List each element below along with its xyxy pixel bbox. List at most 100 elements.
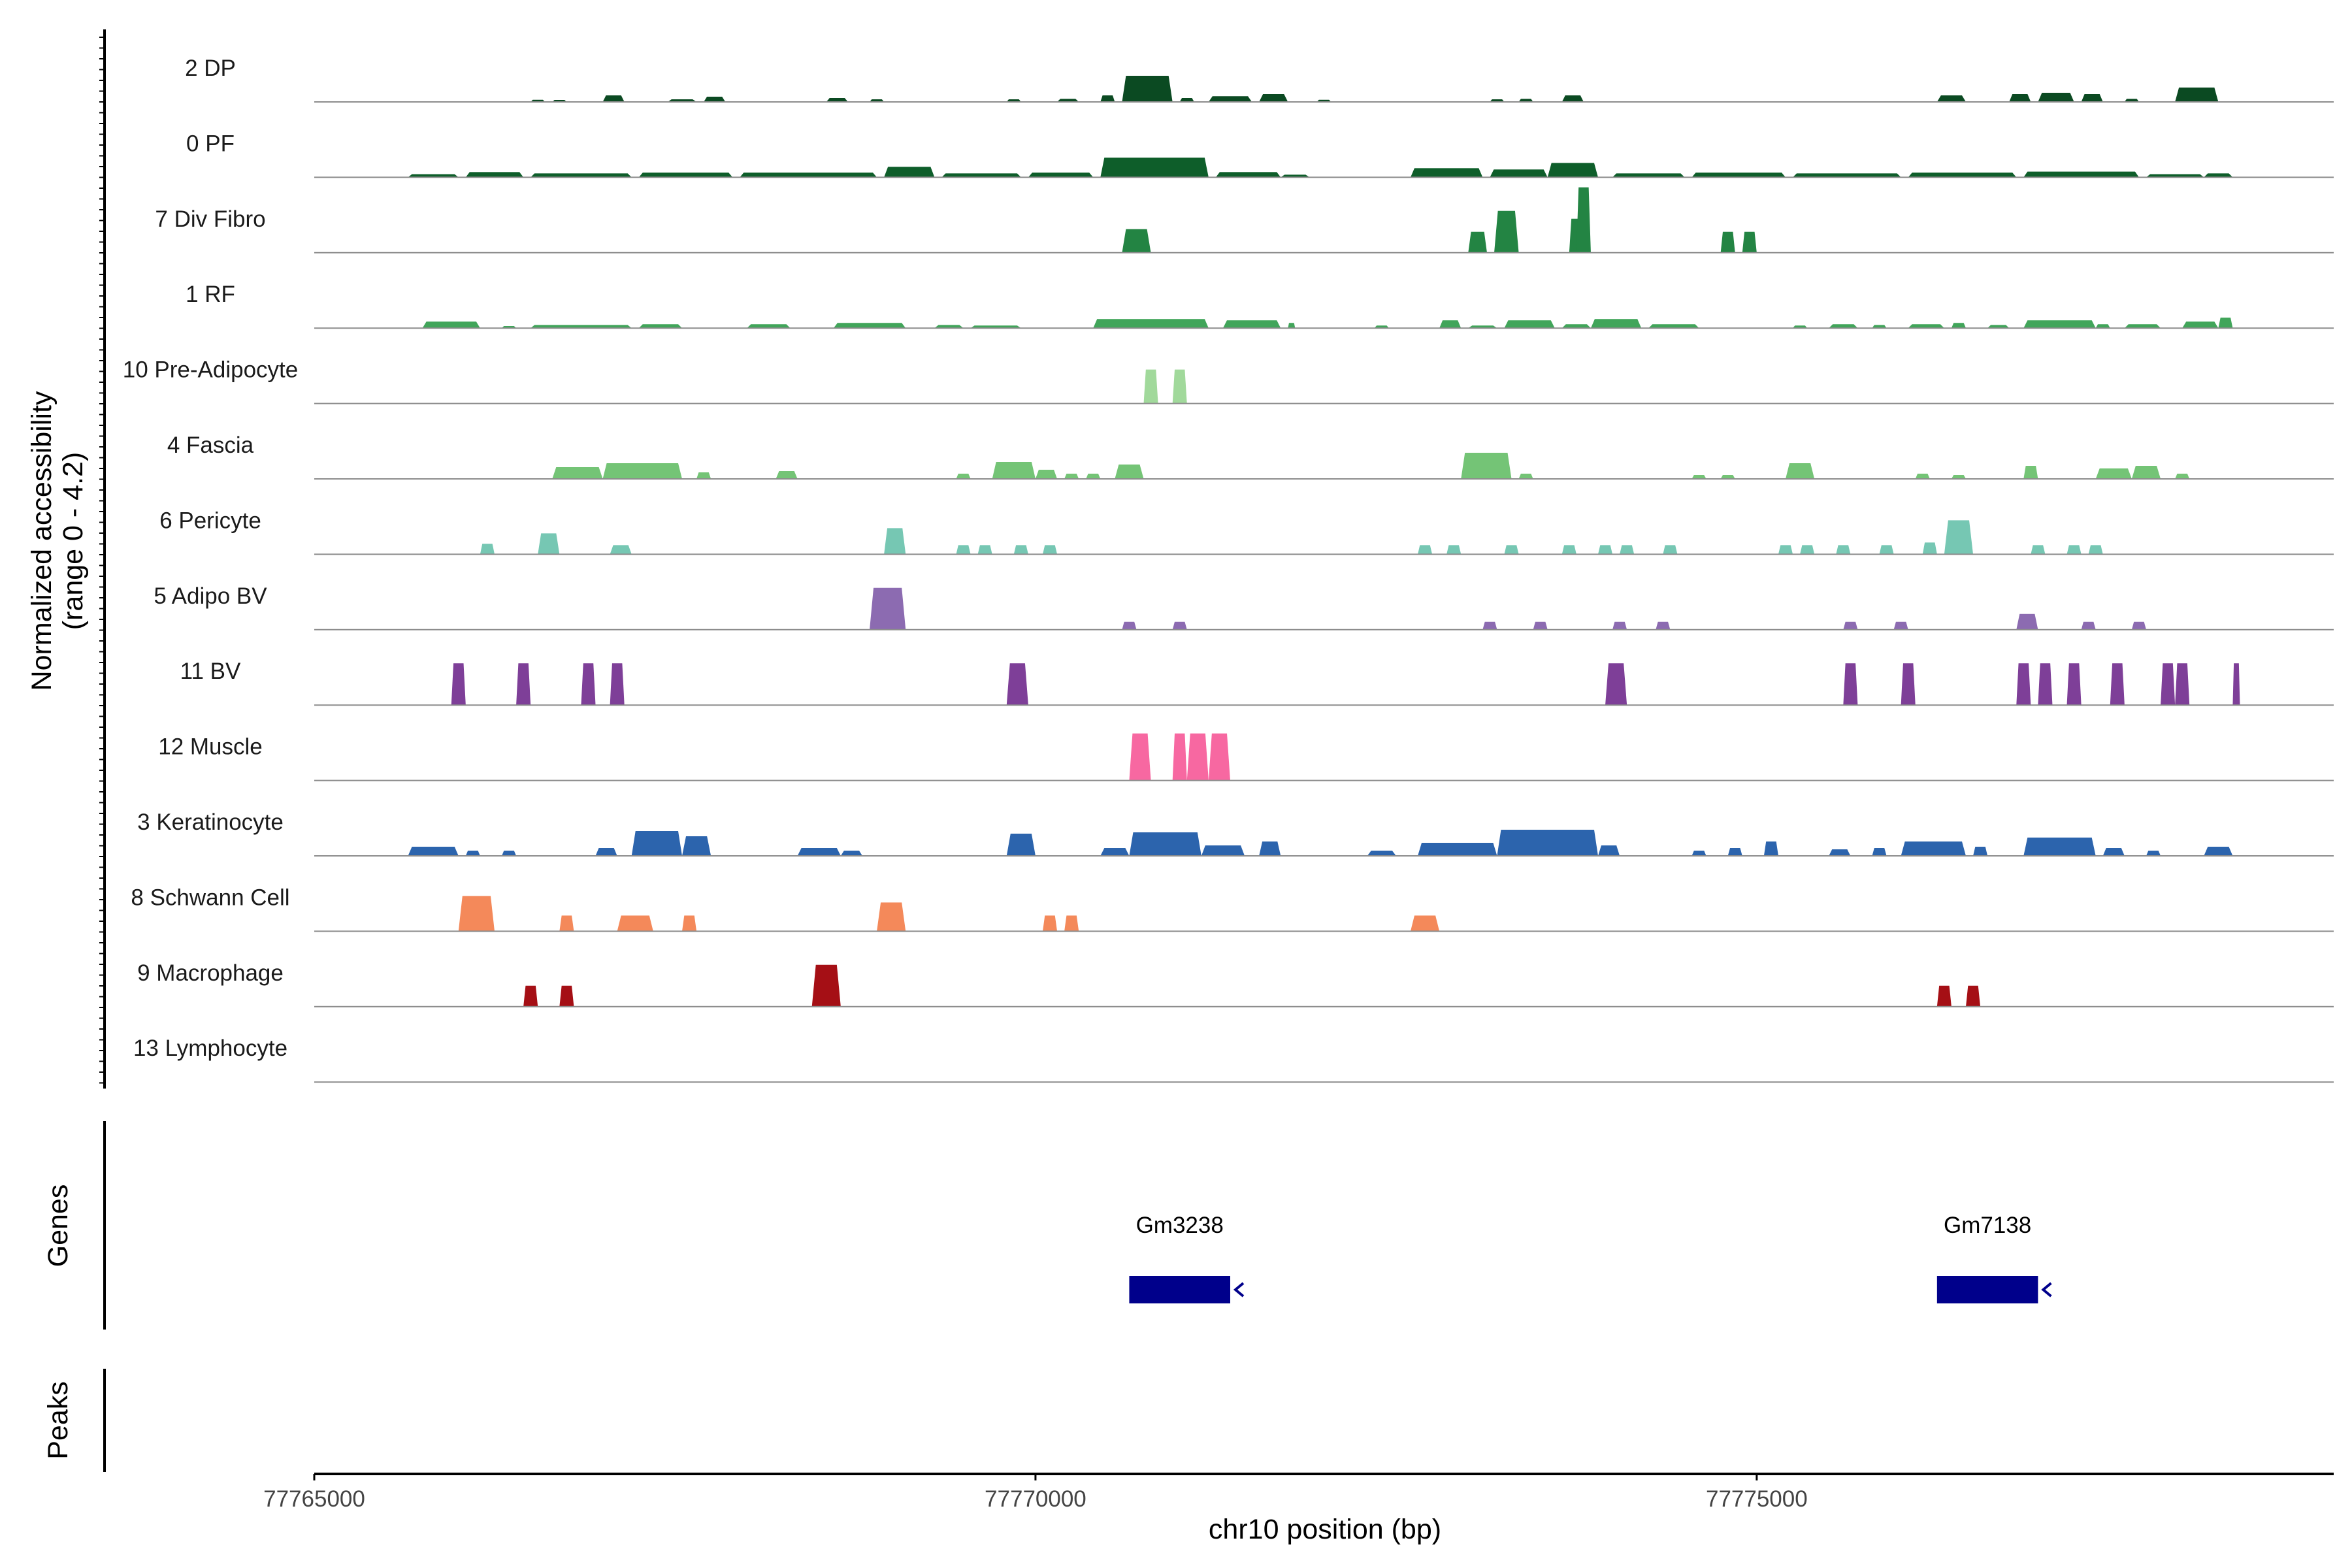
track-label-10-pre-adipocyte: 10 Pre-Adipocyte bbox=[123, 357, 298, 383]
y-axis-title-line1: Normalized accessibility bbox=[26, 391, 57, 691]
coverage-peak bbox=[956, 545, 971, 555]
coverage-peak bbox=[559, 985, 574, 1007]
coverage-peak bbox=[2175, 88, 2219, 102]
coverage-peak bbox=[1013, 545, 1028, 555]
coverage-peak bbox=[2088, 545, 2103, 555]
coverage-peak bbox=[638, 172, 733, 178]
coverage-peak bbox=[1418, 545, 1433, 555]
coverage-peak bbox=[1494, 210, 1519, 253]
coverage-peak bbox=[2023, 320, 2096, 329]
coverage-peak bbox=[1504, 320, 1555, 329]
coverage-peak bbox=[1446, 545, 1462, 555]
coverage-peak bbox=[422, 321, 480, 329]
track-10-pre-adipocyte: 10 Pre-Adipocyte bbox=[123, 357, 2334, 404]
coverage-peak bbox=[1893, 621, 1908, 630]
coverage-peak bbox=[1179, 98, 1194, 102]
coverage-peak bbox=[2066, 663, 2082, 706]
coverage-peak bbox=[2161, 663, 2176, 706]
track-label-12-muscle: 12 Muscle bbox=[158, 734, 263, 760]
track-0-pf: 0 PF bbox=[186, 131, 2334, 178]
coverage-peak bbox=[1800, 545, 1815, 555]
coverage-peak bbox=[1439, 320, 1462, 329]
coverage-peak bbox=[1908, 172, 2017, 178]
peaks-panel-label: Peaks bbox=[42, 1381, 74, 1460]
coverage-peak bbox=[1042, 545, 1058, 555]
coverage-peak bbox=[1482, 621, 1497, 630]
coverage-peak bbox=[451, 663, 466, 706]
x-tick-label: 77765000 bbox=[263, 1486, 365, 1512]
track-12-muscle: 12 Muscle bbox=[158, 733, 2334, 781]
track-4-fascia: 4 Fascia bbox=[167, 433, 2334, 480]
coverage-peak bbox=[1597, 545, 1613, 555]
coverage-peak bbox=[1490, 169, 1548, 178]
coverage-peak bbox=[1547, 163, 1598, 178]
coverage-peak bbox=[531, 325, 632, 329]
coverage-peak bbox=[1057, 99, 1079, 102]
track-label-2-dp: 2 DP bbox=[185, 56, 236, 81]
coverage-peak bbox=[1829, 324, 1858, 329]
coverage-peak bbox=[581, 663, 596, 706]
coverage-peak bbox=[1691, 851, 1707, 856]
coverage-peak bbox=[1720, 475, 1735, 479]
coverage-peak bbox=[2038, 93, 2074, 102]
track-8-schwann-cell: 8 Schwann Cell bbox=[131, 885, 2334, 932]
coverage-peak bbox=[2175, 663, 2190, 706]
coverage-peak bbox=[1122, 76, 1173, 102]
coverage-peak bbox=[2023, 466, 2038, 479]
coverage-peak bbox=[408, 847, 459, 856]
coverage-peak bbox=[934, 325, 964, 329]
coverage-peak bbox=[1533, 621, 1548, 630]
coverage-peak bbox=[523, 985, 538, 1007]
coverage-peak bbox=[1727, 848, 1742, 856]
coverage-peak bbox=[1951, 475, 1966, 479]
coverage-peak bbox=[870, 587, 906, 630]
coverage-peak bbox=[826, 98, 848, 102]
coverage-peak bbox=[1518, 99, 1533, 102]
coverage-peak bbox=[602, 463, 683, 479]
coverage-peak bbox=[2095, 468, 2132, 479]
coverage-peak bbox=[1035, 470, 1058, 479]
coverage-peak bbox=[610, 663, 625, 706]
coverage-peak bbox=[502, 851, 517, 856]
track-5-adipo-bv: 5 Adipo BV bbox=[154, 583, 2334, 630]
y-axis-title-line2: (range 0 - 4.2) bbox=[57, 452, 89, 630]
coverage-peak bbox=[1561, 324, 1591, 329]
coverage-peak bbox=[1951, 323, 1966, 329]
coverage-peak bbox=[682, 836, 711, 856]
coverage-peak bbox=[1028, 172, 1094, 178]
coverage-peak bbox=[638, 324, 683, 329]
x-tick-label: 77775000 bbox=[1706, 1486, 1808, 1512]
gene-gm7138: Gm7138 bbox=[1936, 1213, 2052, 1303]
coverage-peak bbox=[1208, 733, 1230, 781]
coverage-peak bbox=[696, 472, 711, 479]
coverage-peak bbox=[1042, 915, 1058, 932]
coverage-peak bbox=[531, 173, 632, 178]
coverage-peak bbox=[740, 172, 877, 178]
coverage-peak bbox=[833, 323, 906, 329]
coverage-peak bbox=[1100, 157, 1209, 178]
coverage-peak bbox=[1222, 320, 1281, 329]
coverage-peak bbox=[2102, 848, 2125, 856]
track-label-5-adipo-bv: 5 Adipo BV bbox=[154, 583, 267, 609]
track-label-7-div-fibro: 7 Div Fibro bbox=[155, 206, 265, 232]
coverage-peak bbox=[2182, 321, 2219, 329]
coverage-peak bbox=[797, 848, 841, 856]
track-label-11-bv: 11 BV bbox=[180, 659, 241, 684]
coverage-peak bbox=[1129, 832, 1201, 856]
coverage-peak bbox=[538, 533, 560, 555]
coverage-peak bbox=[1936, 95, 1966, 102]
coverage-peak bbox=[941, 173, 1021, 178]
track-7-div-fibro: 7 Div Fibro bbox=[155, 187, 2334, 253]
peaks-panel: Peaks bbox=[42, 1369, 106, 1472]
coverage-peak bbox=[465, 172, 524, 178]
coverage-peak bbox=[1518, 474, 1533, 479]
coverage-peak bbox=[1872, 848, 1887, 856]
coverage-peak bbox=[840, 851, 862, 856]
coverage-peak bbox=[992, 462, 1036, 479]
coverage-peak bbox=[1100, 95, 1115, 102]
coverage-peak bbox=[1908, 324, 1944, 329]
coverage-peak bbox=[1763, 841, 1778, 856]
coverage-peak bbox=[1288, 323, 1296, 329]
track-9-macrophage: 9 Macrophage bbox=[137, 960, 2334, 1007]
coverage-peak bbox=[1656, 621, 1671, 630]
